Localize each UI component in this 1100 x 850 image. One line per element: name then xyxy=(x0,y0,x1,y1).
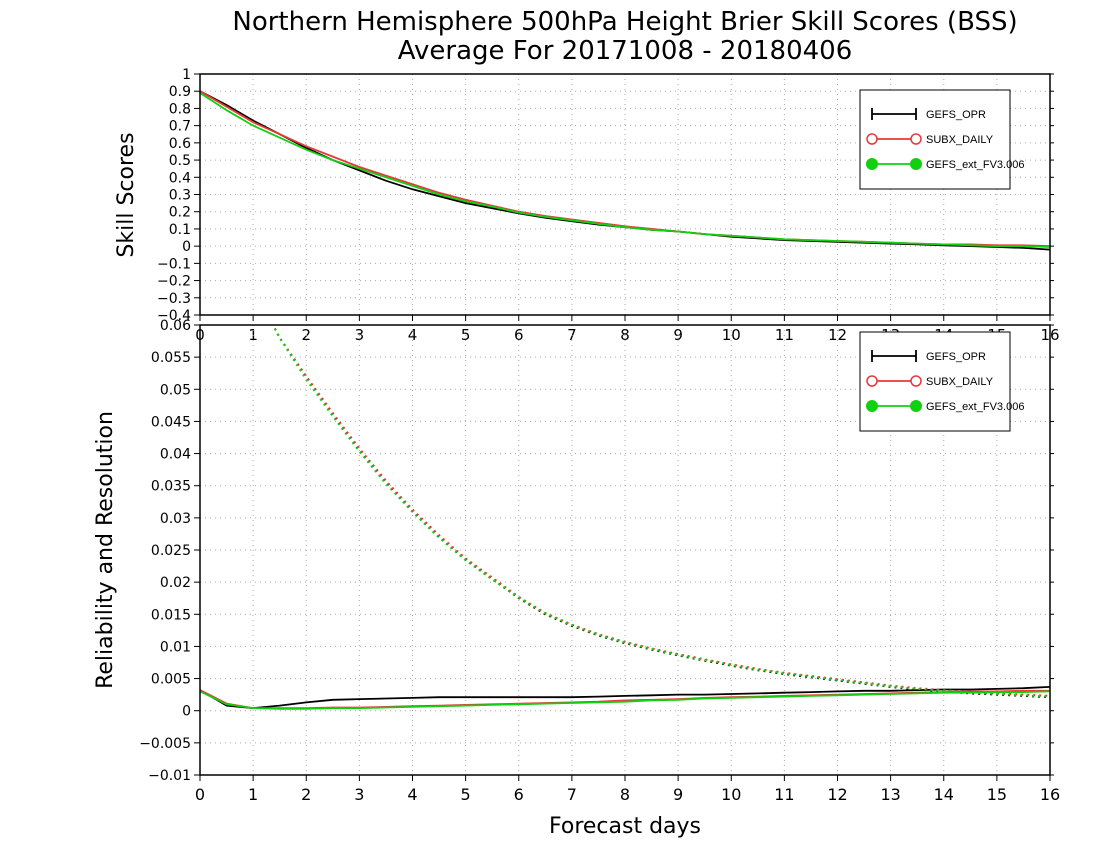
chart-title-line1: Northern Hemisphere 500hPa Height Brier … xyxy=(232,7,1017,37)
x-tick-label: 13 xyxy=(880,785,900,804)
y-tick-label: 1 xyxy=(182,67,191,83)
y-axis-label: Reliability and Resolution xyxy=(93,411,118,689)
x-tick-label: 5 xyxy=(461,785,471,804)
legend-label: GEFS_OPR xyxy=(926,351,986,363)
legend: GEFS_OPR SUBX_DAILY GEFS_ext_FV3.006 xyxy=(859,89,1024,190)
y-tick-label: 0.05 xyxy=(160,382,191,398)
legend-marker-circle xyxy=(866,375,878,387)
x-tick-label: 4 xyxy=(407,785,417,804)
y-tick-label: 0.015 xyxy=(151,607,191,623)
y-tick-label: 0.055 xyxy=(151,350,191,366)
y-tick-label: 0.4 xyxy=(169,170,191,186)
y-tick-label: −0.4 xyxy=(157,308,191,324)
y-tick-label: 0.02 xyxy=(160,575,191,591)
legend-marker-circle xyxy=(866,133,878,145)
x-tick-label: 3 xyxy=(354,785,364,804)
y-tick-label: −0.3 xyxy=(157,291,191,307)
y-tick-label: 0.03 xyxy=(160,511,191,527)
y-tick-label: 0.1 xyxy=(169,222,191,238)
x-axis-label: Forecast days xyxy=(549,814,701,839)
y-tick-label: 0.2 xyxy=(169,205,191,221)
y-tick-label: 0.5 xyxy=(169,153,191,169)
x-tick-label: 14 xyxy=(934,785,954,804)
chart-title-line2: Average For 20171008 - 20180406 xyxy=(398,36,853,66)
series-line-gefs-ext-fv3-006-dotted xyxy=(271,325,1050,698)
x-tick-label: 9 xyxy=(673,785,683,804)
y-tick-label: 0.045 xyxy=(151,414,191,430)
series-line-gefs-ext-fv3-006 xyxy=(200,690,1050,710)
series-group xyxy=(200,325,1050,710)
legend: GEFS_OPR SUBX_DAILY GEFS_ext_FV3.006 xyxy=(859,331,1024,432)
y-tick-label: −0.2 xyxy=(157,274,191,290)
y-tick-label: −0.1 xyxy=(157,256,191,272)
y-axis-label: Skill Scores xyxy=(114,132,139,257)
series-line-gefs-opr-dotted xyxy=(271,325,1050,699)
y-tick-label: 0.04 xyxy=(160,447,191,463)
y-tick-label: 0.9 xyxy=(169,84,191,100)
skill-scores-panel: −0.4−0.3−0.2 −0.100.10.20.3 0.40.50.60.7 0.… xyxy=(114,67,1060,344)
x-tick-label: 6 xyxy=(514,785,524,804)
legend-marker-circle xyxy=(910,133,922,145)
x-tick-label: 7 xyxy=(567,785,577,804)
legend-marker-dot xyxy=(866,158,878,170)
legend-label: GEFS_ext_FV3.006 xyxy=(926,401,1024,413)
legend-label: SUBX_DAILY xyxy=(926,134,994,146)
y-tick-label: 0.8 xyxy=(169,101,191,117)
x-tick-label: 16 xyxy=(1040,785,1060,804)
legend-label: SUBX_DAILY xyxy=(926,376,994,388)
y-tick-label: 0.3 xyxy=(169,188,191,204)
y-tick-label: −0.01 xyxy=(148,768,191,784)
legend-marker-circle xyxy=(910,375,922,387)
y-tick-label: 0.01 xyxy=(160,639,191,655)
y-tick-label: 0.7 xyxy=(169,119,191,135)
reliability-resolution-panel: −0.01 −0.005 0 0.005 0.01 0.015 0.02 0.025 0.03 0… xyxy=(93,318,1060,804)
y-tick-label: 0 xyxy=(182,239,191,255)
x-tick-label: 15 xyxy=(987,785,1007,804)
x-tick-label: 12 xyxy=(827,785,847,804)
legend-label: GEFS_ext_FV3.006 xyxy=(926,159,1024,171)
legend-marker-dot xyxy=(910,158,922,170)
x-tick-label: 2 xyxy=(301,785,311,804)
y-tick-label: −0.005 xyxy=(139,736,191,752)
y-tick-label: 0 xyxy=(182,704,191,720)
x-tick-label: 11 xyxy=(774,785,794,804)
y-tick-label: 0.6 xyxy=(169,136,191,152)
series-group xyxy=(200,90,1050,251)
y-tick-label: 0.025 xyxy=(151,543,191,559)
y-tick-label: 0.06 xyxy=(160,318,191,334)
legend-marker-dot xyxy=(866,400,878,412)
y-tick-label: 0.005 xyxy=(151,672,191,688)
x-tick-label: 10 xyxy=(721,785,741,804)
series-line-gefs-opr xyxy=(200,686,1050,710)
x-tick-label: 1 xyxy=(248,785,258,804)
legend-marker-dot xyxy=(910,400,922,412)
y-tick-label: 0.035 xyxy=(151,479,191,495)
x-tick-label: 0 xyxy=(195,785,205,804)
x-tick-label: 8 xyxy=(620,785,630,804)
legend-label: GEFS_OPR xyxy=(926,109,986,121)
series-line-gefs-ext-fv3-006 xyxy=(200,92,1050,248)
